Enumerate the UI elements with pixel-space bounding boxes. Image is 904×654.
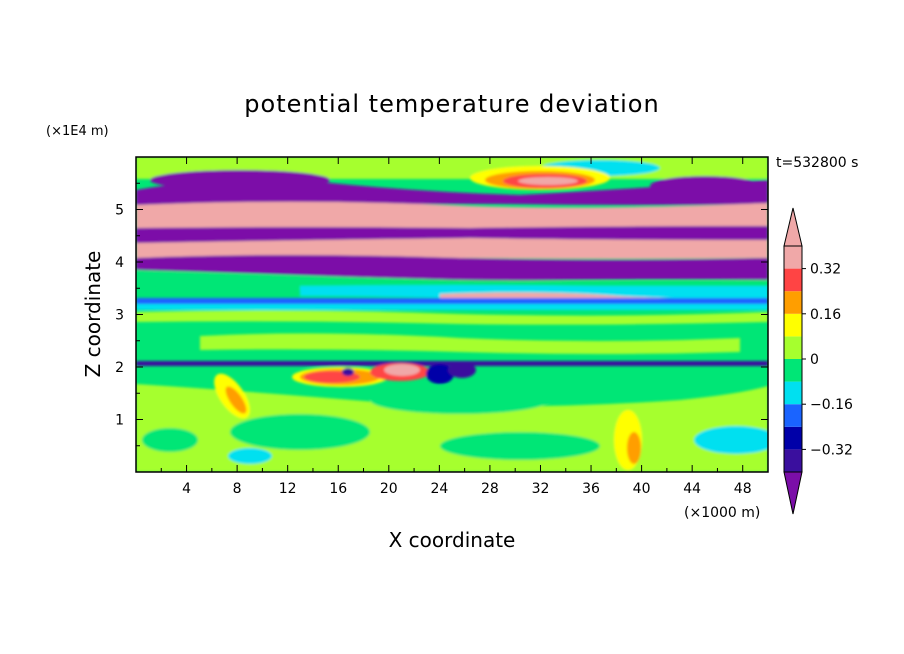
colorbar-tick-label: 0 <box>810 352 819 368</box>
y-axis-ticks: 1 2 3 4 5 <box>115 182 768 447</box>
y-axis-label: Z coordinate <box>81 251 105 378</box>
x-axis-ticks: 4 8 12 16 20 24 28 32 36 40 44 48 <box>160 157 752 497</box>
colorbar-segment <box>784 313 802 337</box>
x-axis-label: X coordinate <box>389 528 516 552</box>
x-unit-label: (×1000 m) <box>684 505 760 521</box>
colorbar-tick-label: 0.32 <box>810 262 841 278</box>
x-tick-label: 40 <box>633 481 651 497</box>
colorbar-segment <box>784 449 802 472</box>
y-tick-label: 1 <box>115 413 124 429</box>
x-tick-label: 12 <box>279 481 297 497</box>
colorbar: 0.32 0.16 0 −0.16 −0.32 <box>783 207 853 515</box>
colorbar-segment <box>784 359 802 382</box>
colorbar-segment <box>784 291 802 314</box>
y-tick-label: 3 <box>115 308 124 324</box>
colorbar-extend-top <box>783 207 803 247</box>
x-tick-label: 8 <box>233 481 242 497</box>
y-tick-label: 2 <box>115 360 124 376</box>
colorbar-extend-bottom <box>783 471 803 515</box>
x-tick-label: 36 <box>582 481 600 497</box>
x-tick-label: 28 <box>481 481 499 497</box>
contour-field <box>136 157 768 472</box>
colorbar-tick-label: −0.16 <box>810 397 853 413</box>
y-unit-label: (×1E4 m) <box>46 124 109 139</box>
time-label: t=532800 s <box>776 155 858 171</box>
colorbar-segment <box>784 336 802 359</box>
x-tick-label: 4 <box>182 481 191 497</box>
y-tick-label: 5 <box>115 203 124 219</box>
colorbar-segment <box>784 426 802 450</box>
x-tick-label: 16 <box>329 481 347 497</box>
colorbar-segment <box>784 268 802 292</box>
colorbar-segment <box>784 246 802 269</box>
x-tick-label: 20 <box>380 481 398 497</box>
colorbar-tick-label: 0.16 <box>810 307 841 323</box>
colorbar-segment <box>784 381 802 405</box>
x-tick-label: 24 <box>430 481 448 497</box>
x-tick-label: 32 <box>532 481 550 497</box>
y-tick-label: 4 <box>115 255 124 271</box>
x-tick-label: 48 <box>734 481 752 497</box>
chart-title: potential temperature deviation <box>244 90 659 118</box>
x-tick-label: 44 <box>683 481 701 497</box>
colorbar-segment <box>784 404 802 427</box>
colorbar-tick-label: −0.32 <box>810 442 853 458</box>
